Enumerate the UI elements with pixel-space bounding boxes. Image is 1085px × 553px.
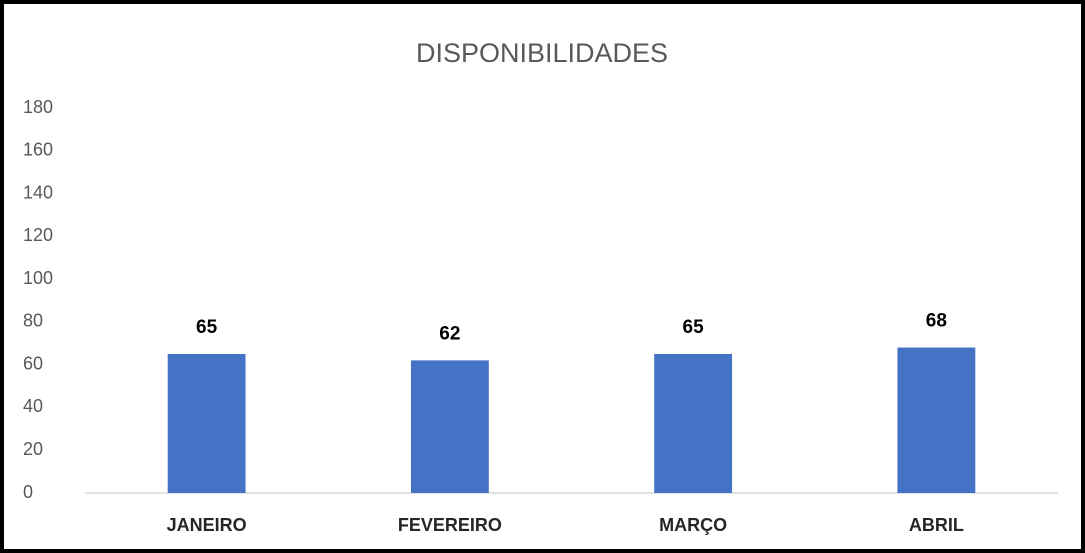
y-tick-label: 140 bbox=[23, 182, 53, 202]
chart-title: DISPONIBILIDADES bbox=[416, 38, 668, 68]
y-tick-label: 160 bbox=[23, 140, 53, 160]
bar bbox=[654, 353, 733, 493]
y-tick-label: 60 bbox=[23, 353, 43, 373]
x-tick-label: FEVEREIRO bbox=[398, 515, 502, 535]
y-tick-label: 100 bbox=[23, 268, 53, 288]
y-tick-label: 180 bbox=[23, 97, 53, 117]
x-tick-label: ABRIL bbox=[909, 515, 964, 535]
value-label: 65 bbox=[683, 317, 705, 338]
bar bbox=[410, 360, 489, 493]
y-tick-label: 20 bbox=[23, 439, 43, 459]
value-label: 65 bbox=[196, 317, 218, 338]
value-label: 68 bbox=[926, 311, 947, 332]
y-tick-label: 40 bbox=[23, 396, 43, 416]
bar bbox=[167, 353, 246, 493]
x-tick-label: MARÇO bbox=[659, 515, 727, 535]
y-tick-label: 120 bbox=[23, 225, 53, 245]
y-tick-label: 0 bbox=[23, 482, 33, 502]
bar bbox=[897, 347, 976, 493]
value-label: 62 bbox=[439, 323, 460, 344]
x-tick-label: JANEIRO bbox=[167, 515, 247, 535]
y-tick-label: 80 bbox=[23, 311, 43, 331]
